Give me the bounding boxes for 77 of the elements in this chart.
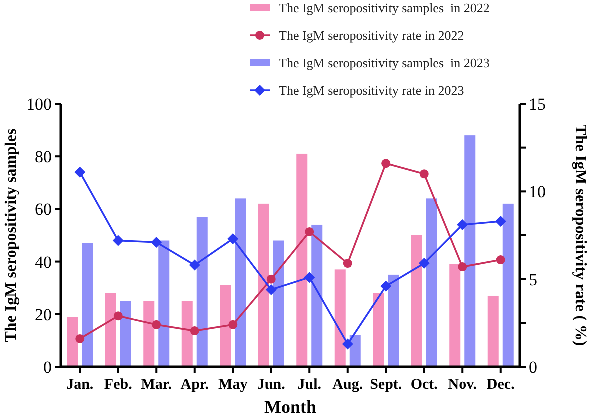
y-tick-label: 100 — [26, 94, 52, 114]
point — [342, 338, 354, 350]
y-axis-title: The IgM seropositivity samples — [3, 128, 20, 342]
x-axis-title: Month — [264, 397, 317, 417]
legend-label: The IgM seropositivity samples in 2022 — [279, 0, 490, 16]
legend-label: The IgM seropositivity rate in 2023 — [279, 83, 464, 98]
y-tick-label: 40 — [35, 252, 52, 272]
bar — [411, 236, 422, 367]
y2-tick-label: 0 — [529, 358, 538, 377]
x-tick-label: Sept. — [370, 377, 402, 393]
x-tick-label: Apr. — [180, 377, 210, 393]
bar — [296, 154, 308, 367]
bar — [82, 243, 94, 367]
legend-label: The IgM seropositivity rate in 2022 — [279, 28, 464, 43]
bar — [144, 301, 155, 367]
point — [266, 274, 276, 284]
bar — [235, 198, 246, 367]
y2-tick-label: 10 — [529, 182, 546, 202]
bar — [67, 317, 78, 367]
bar — [488, 296, 499, 367]
point — [382, 159, 391, 168]
bar — [158, 240, 170, 367]
bar — [426, 198, 438, 367]
x-tick-label: Mar. — [141, 377, 172, 393]
x-tick-label: Oct. — [410, 377, 438, 393]
point — [457, 219, 468, 230]
bar — [196, 217, 208, 367]
y2-axis-title: The IgM seropositivity rate ( %) — [572, 124, 589, 346]
x-tick-label: Jan. — [66, 377, 94, 393]
bar — [334, 270, 346, 367]
bar — [312, 224, 323, 367]
point — [112, 235, 124, 246]
x-tick-label: Jun. — [257, 377, 286, 393]
point — [189, 260, 200, 271]
bar — [373, 293, 384, 367]
bar — [258, 204, 270, 367]
y-tick-label: 20 — [35, 305, 52, 324]
y-tick-label: 80 — [35, 148, 52, 167]
point — [266, 284, 277, 296]
bar — [502, 204, 514, 367]
bar — [464, 136, 476, 367]
point — [343, 259, 352, 268]
point — [228, 320, 238, 330]
legend-label: The IgM seropositivity samples in 2023 — [279, 56, 490, 70]
bar — [220, 285, 232, 367]
bar — [388, 274, 400, 367]
bar — [350, 335, 361, 367]
point — [305, 227, 314, 236]
bar — [450, 264, 461, 367]
x-tick-label: Jul. — [298, 377, 322, 393]
point — [304, 272, 316, 284]
point — [152, 320, 162, 330]
bar — [120, 301, 132, 367]
y-tick-label: 0 — [44, 358, 52, 377]
point — [114, 312, 123, 321]
point — [151, 237, 162, 248]
x-tick-label: Dec. — [486, 377, 516, 393]
bar — [182, 301, 193, 367]
y-tick-label: 60 — [35, 200, 52, 220]
point — [496, 256, 506, 265]
bar — [273, 240, 284, 367]
point — [418, 258, 430, 270]
point — [380, 280, 392, 292]
bar — [105, 293, 116, 367]
point — [495, 216, 506, 227]
point — [74, 166, 86, 178]
point — [228, 234, 239, 245]
x-tick-label: Nov. — [448, 377, 478, 393]
x-tick-label: Aug. — [332, 377, 364, 393]
x-tick-label: Feb. — [104, 377, 133, 393]
point — [190, 326, 200, 336]
point — [420, 170, 429, 179]
y2-tick-label: 5 — [529, 270, 538, 290]
point — [76, 334, 85, 344]
y2-tick-label: 15 — [529, 94, 546, 114]
point — [458, 262, 468, 272]
x-tick-label: May — [218, 377, 248, 393]
